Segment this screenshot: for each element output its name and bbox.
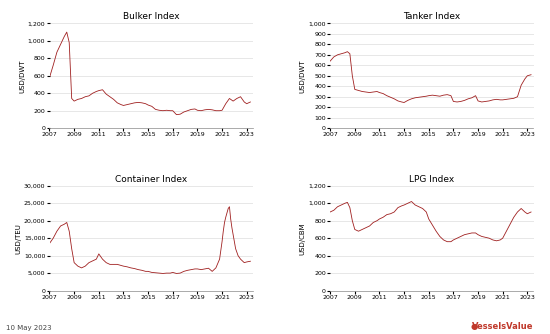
Text: VesselsValue: VesselsValue (472, 322, 534, 331)
Title: Container Index: Container Index (115, 175, 188, 184)
Y-axis label: USD/DWT: USD/DWT (300, 59, 306, 93)
Y-axis label: USD/CBM: USD/CBM (300, 222, 306, 255)
Title: Bulker Index: Bulker Index (123, 12, 179, 21)
Y-axis label: USD/DWT: USD/DWT (19, 59, 25, 93)
Title: Tanker Index: Tanker Index (403, 12, 460, 21)
Text: 10 May 2023: 10 May 2023 (6, 325, 51, 331)
Text: ●: ● (470, 322, 477, 331)
Y-axis label: USD/TEU: USD/TEU (15, 223, 21, 254)
Title: LPG Index: LPG Index (409, 175, 454, 184)
